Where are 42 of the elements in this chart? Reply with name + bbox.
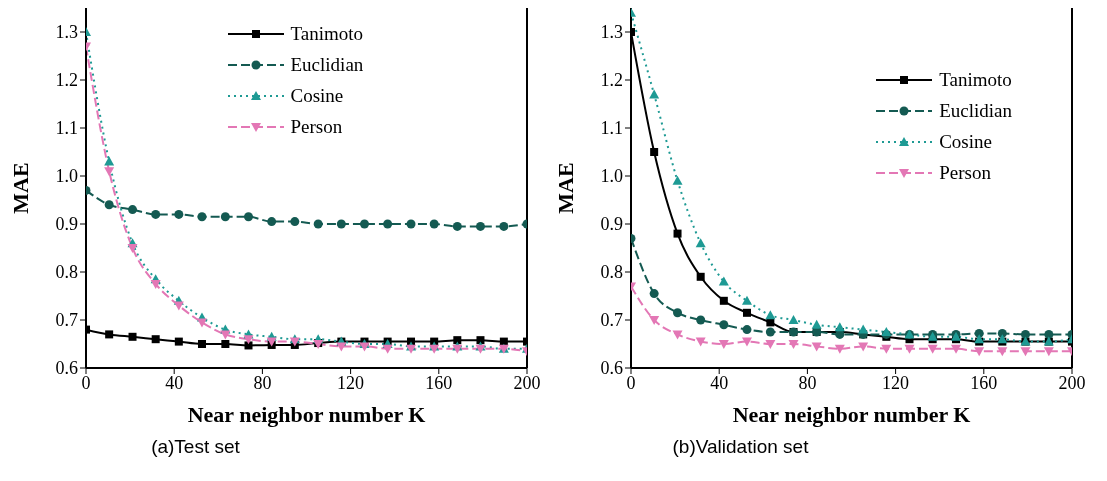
x-tick-label: 160 [970,372,998,393]
x-tick-label: 120 [337,372,365,393]
text: (a)Test set [150,436,241,458]
x-tick-label: 0 [81,372,91,393]
y-tick-label: 1.2 [600,70,623,91]
legend-label: Euclidian [290,53,364,77]
y-tick-label: 0.9 [55,214,78,235]
y-tick-label: 1.1 [600,118,623,139]
y-tick-label: 1.3 [55,22,78,43]
legend-label: Cosine [939,130,992,154]
legend-label: Euclidian [939,99,1012,123]
text: (b)Validation set [671,436,810,458]
legend-label: Tanimoto [939,68,1012,92]
y-tick-label: 0.7 [55,310,78,331]
y-axis-title: MAE [552,162,578,214]
x-tick-label: 40 [710,372,729,393]
y-tick-label: 0.9 [600,214,623,235]
x-tick-label: 80 [798,372,817,393]
y-tick-label: 0.6 [600,358,623,379]
y-tick-label: 0.6 [55,358,78,379]
y-tick-label: 1.3 [600,22,623,43]
y-tick-label: 1.2 [55,70,78,91]
x-tick-label: 0 [626,372,636,393]
x-axis-title: Near neighbor number K [732,402,971,427]
y-tick-label: 0.8 [55,262,78,283]
x-tick-label: 120 [882,372,910,393]
legend-label: Tanimoto [290,22,364,46]
y-axis-title: MAE [7,162,33,214]
y-tick-label: 1.0 [55,166,78,187]
x-tick-label: 200 [513,372,541,393]
x-tick-label: 80 [253,372,272,393]
x-tick-label: 200 [1058,372,1086,393]
legend-label: Cosine [290,84,344,108]
legend-label: Person [939,161,991,185]
legend-label: Person [290,115,343,139]
x-tick-label: 40 [165,372,184,393]
y-tick-label: 0.7 [600,310,623,331]
y-tick-label: 1.0 [600,166,623,187]
x-axis-title: Near neighbor number K [187,402,426,427]
y-tick-label: 0.8 [600,262,623,283]
y-tick-label: 1.1 [55,118,78,139]
x-tick-label: 160 [425,372,453,393]
